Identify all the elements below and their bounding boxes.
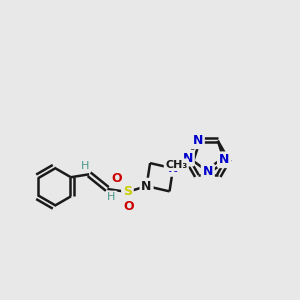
- Text: N: N: [141, 180, 152, 193]
- Text: H: H: [107, 192, 116, 202]
- Text: CH₃: CH₃: [165, 160, 187, 170]
- Text: N: N: [202, 165, 213, 178]
- Text: N: N: [219, 153, 229, 166]
- Text: S: S: [123, 185, 132, 199]
- Text: H: H: [81, 161, 89, 171]
- Text: O: O: [124, 200, 134, 213]
- Text: N: N: [183, 152, 193, 165]
- Text: O: O: [111, 172, 122, 185]
- Text: N: N: [193, 134, 203, 147]
- Text: N: N: [168, 162, 178, 175]
